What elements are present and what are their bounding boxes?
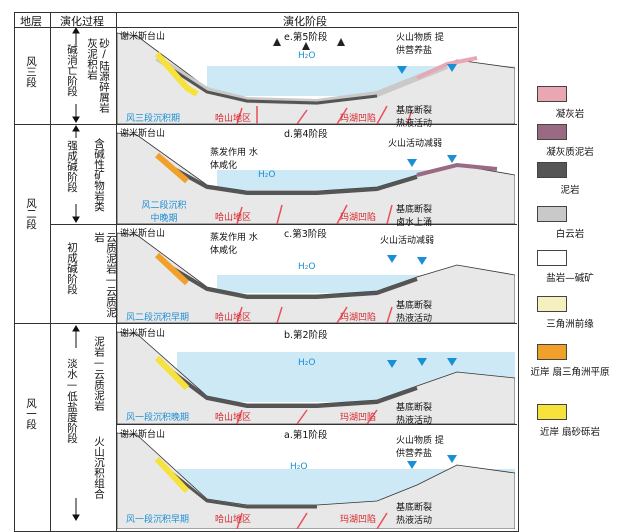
volcano-label-5: 火山物质 提供营养盐 xyxy=(396,33,444,56)
stage-label-5: e.第5阶段 xyxy=(284,32,328,43)
volcano-label-4: 火山活动减弱 xyxy=(388,139,443,149)
water-label-1: H₂O xyxy=(290,462,308,472)
stage-label-3: c.第3阶段 xyxy=(284,229,327,240)
evap-label-3: 蒸发作用 水体咸化 xyxy=(210,233,258,256)
legend-label-tuff: 凝灰岩 xyxy=(555,109,585,120)
area-label-3: 哈山地区 xyxy=(215,313,252,323)
legend-label-fan-conglomerate: 近岸 扇砂砾岩 xyxy=(539,427,601,438)
legend-swatch-mudstone xyxy=(537,162,567,178)
area-label-4: 哈山地区 xyxy=(215,213,252,223)
strata-divider-1 xyxy=(14,124,517,125)
cross-section-2 xyxy=(117,331,515,424)
sag-label-1: 玛湖凹陷 xyxy=(340,515,377,525)
legend-label-dolomite: 白云岩 xyxy=(555,229,585,240)
sag-label-4: 玛湖凹陷 xyxy=(340,213,377,223)
lithology-label-2: 含碱性矿物岩类 xyxy=(93,138,105,212)
cross-section-5 xyxy=(117,28,515,124)
stage-label-1: a.第1阶段 xyxy=(284,430,328,441)
strata-divider-2 xyxy=(14,323,517,324)
header-divider xyxy=(14,27,517,28)
area-label-5: 哈山地区 xyxy=(215,114,252,124)
legend-label-salt: 盐岩—碱矿 xyxy=(546,273,594,284)
phase-label-3: 初成碱阶段 xyxy=(66,242,78,295)
fault-label-2: 基底断裂 热液活动 xyxy=(396,403,433,426)
period-label-3: 风二段沉积早期 xyxy=(126,313,190,323)
cross-section-3 xyxy=(117,232,515,323)
cross-section-4 xyxy=(117,132,515,224)
lithology-label-1: 砂/陆源碎屑岩灰泥积岩 xyxy=(86,38,110,113)
panel-divider-b-a xyxy=(116,424,517,425)
header-strata: 地层 xyxy=(20,15,42,28)
period-label-5: 风三段沉积期 xyxy=(126,114,181,124)
sag-label-3: 玛湖凹陷 xyxy=(340,313,377,323)
phase-label-1: 碱消亡阶段 xyxy=(66,44,78,97)
lithology-label-3: 云质泥岩—云质泥岩 xyxy=(93,232,117,318)
fault-label-4: 基底断裂 卤水上涌 xyxy=(396,205,433,228)
legend-swatch-delta-front xyxy=(537,296,567,312)
panel-stage-5 xyxy=(117,28,515,124)
col-divider-2 xyxy=(116,12,117,531)
mountain-label-2: 谢米斯台山 xyxy=(120,329,166,339)
area-label-2: 哈山地区 xyxy=(215,413,252,423)
legend-swatch-tuff xyxy=(537,86,567,102)
water-label-3: H₂O xyxy=(298,262,316,272)
legend-label-tuffaceous-mudstone: 凝灰质泥岩 xyxy=(546,147,594,158)
volcano-label-1: 火山物质 提供营养盐 xyxy=(396,436,444,459)
lithology-label-4: 泥岩—云质泥岩 xyxy=(93,336,105,411)
strata-label-f3: 风三段 xyxy=(25,56,37,88)
mountain-label-5: 谢米斯台山 xyxy=(120,32,166,42)
legend-swatch-salt xyxy=(537,250,567,266)
sag-label-2: 玛湖凹陷 xyxy=(340,413,377,423)
header-process: 演化过程 xyxy=(60,15,104,28)
mountain-label-1: 谢米斯台山 xyxy=(120,430,166,440)
stage-label-4: d.第4阶段 xyxy=(284,129,328,140)
mountain-label-3: 谢米斯台山 xyxy=(120,229,166,239)
header-stage: 演化阶段 xyxy=(283,15,327,28)
phase-label-4: 淡水—低盐度阶段 xyxy=(66,358,78,444)
panel-stage-1 xyxy=(117,425,515,529)
legend-swatch-dolomite xyxy=(537,206,567,222)
panel-stage-3 xyxy=(117,225,515,323)
period-label-4: 风二段沉积 中晚期 xyxy=(141,201,187,224)
period-label-1: 风一段沉积早期 xyxy=(126,515,190,525)
legend-label-fan-delta-plain: 近岸 扇三角洲平原 xyxy=(530,367,610,378)
area-label-1: 哈山地区 xyxy=(215,515,252,525)
fault-label-3: 基底断裂 热液活动 xyxy=(396,301,433,324)
panel-stage-4 xyxy=(117,125,515,224)
cross-section-1 xyxy=(117,432,515,529)
sag-label-5: 玛湖凹陷 xyxy=(340,114,377,124)
process-arrows xyxy=(72,28,80,521)
water-label-5: H₂O xyxy=(298,51,316,61)
legend-swatch-fan-conglomerate xyxy=(537,404,567,420)
panel-stage-2 xyxy=(117,324,515,424)
legend-label-delta-front: 三角洲前缘 xyxy=(546,319,594,330)
strata-label-f2: 风二段 xyxy=(25,198,37,230)
lithology-label-5: 火山沉积组合 xyxy=(93,436,105,499)
legend-swatch-tuffaceous-mudstone xyxy=(537,124,567,140)
panel-divider-d-c xyxy=(50,224,517,225)
water-label-2: H₂O xyxy=(298,358,316,368)
fault-label-5: 基底断裂 热液活动 xyxy=(396,106,433,129)
stage-label-2: b.第2阶段 xyxy=(284,330,328,341)
legend-label-mudstone: 泥岩 xyxy=(560,185,580,196)
mountain-label-4: 谢米斯台山 xyxy=(120,129,166,139)
evap-label-4: 蒸发作用 水体咸化 xyxy=(210,148,258,171)
fault-label-1: 基底断裂 热液活动 xyxy=(396,503,433,526)
strata-label-f1: 风一段 xyxy=(25,398,37,430)
water-label-4: H₂O xyxy=(258,170,276,180)
period-label-2: 风一段沉积晚期 xyxy=(126,413,190,423)
legend-swatch-fan-delta-plain xyxy=(537,344,567,360)
phase-label-2: 强成碱阶段 xyxy=(66,140,78,193)
volcano-label-3: 火山活动减弱 xyxy=(380,236,435,246)
col-divider-1 xyxy=(50,12,51,531)
